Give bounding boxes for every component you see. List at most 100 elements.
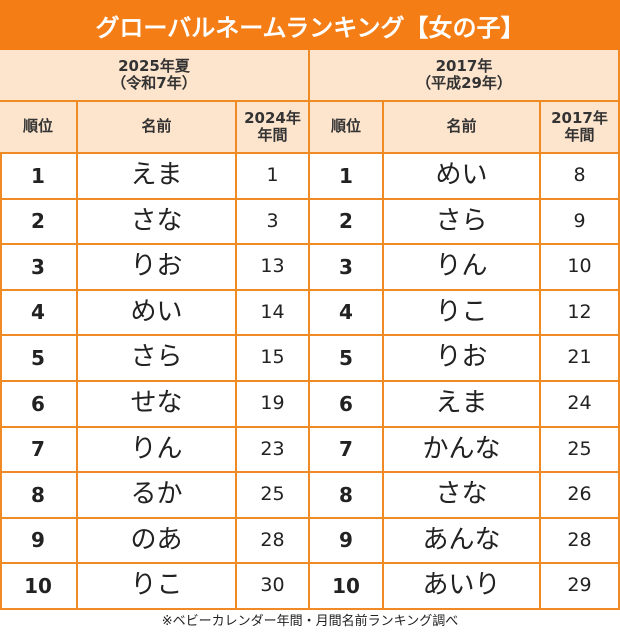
name-cell: せな — [78, 382, 237, 428]
name: りこ — [130, 570, 183, 601]
rank-cell: 8 — [0, 473, 78, 519]
previous-rank-cell: 30 — [237, 564, 310, 610]
column-header-text: 名前 — [446, 117, 477, 136]
rank: 3 — [31, 254, 45, 279]
previous-rank: 28 — [260, 528, 285, 551]
name: さな — [435, 479, 488, 510]
rank-cell: 9 — [310, 519, 384, 564]
previous-rank: 9 — [573, 209, 586, 232]
previous-rank: 3 — [266, 209, 279, 232]
rank-cell: 2 — [310, 200, 384, 245]
previous-rank-cell: 14 — [237, 291, 310, 336]
name: あんな — [422, 524, 501, 555]
rank-cell: 1 — [310, 154, 384, 200]
group-header: 2017年 （平成29年） — [310, 50, 620, 102]
column-header-line: 年間 — [564, 126, 595, 144]
rank-cell: 7 — [310, 428, 384, 473]
column-header-line: 2017年 — [551, 108, 608, 127]
rank: 9 — [339, 528, 353, 552]
previous-rank: 28 — [567, 528, 592, 551]
previous-rank-cell: 24 — [541, 382, 620, 428]
previous-rank-cell: 9 — [541, 200, 620, 245]
name-cell: さら — [384, 200, 541, 245]
previous-rank-cell: 28 — [541, 519, 620, 564]
previous-rank-cell: 13 — [237, 245, 310, 291]
rank: 5 — [31, 345, 45, 370]
name: さら — [130, 342, 183, 373]
column-header-line: 年間 — [257, 126, 288, 144]
name-cell: めい — [384, 154, 541, 200]
name: えま — [130, 160, 183, 191]
previous-rank-cell: 10 — [541, 245, 620, 291]
name: さら — [435, 205, 488, 236]
name-cell: るか — [78, 473, 237, 519]
previous-rank-cell: 12 — [541, 291, 620, 336]
rank-cell: 6 — [310, 382, 384, 428]
column-header-line: 2024年 — [244, 108, 301, 127]
name-cell: かんな — [384, 428, 541, 473]
column-header: 名前 — [384, 102, 541, 154]
previous-rank-cell: 29 — [541, 564, 620, 610]
rank: 4 — [31, 300, 45, 324]
name: さな — [130, 205, 183, 236]
previous-rank-cell: 3 — [237, 200, 310, 245]
rank: 2 — [339, 209, 353, 233]
rank-cell: 7 — [0, 428, 78, 473]
rank-cell: 9 — [0, 519, 78, 564]
name-cell: えま — [78, 154, 237, 200]
group-header-line: （令和7年） — [111, 74, 197, 92]
previous-rank-cell: 8 — [541, 154, 620, 200]
name-cell: えま — [384, 382, 541, 428]
name: せな — [130, 388, 183, 419]
rank-cell: 10 — [310, 564, 384, 610]
previous-rank-cell: 23 — [237, 428, 310, 473]
rank: 2 — [31, 209, 45, 233]
name-cell: さな — [384, 473, 541, 519]
rank: 7 — [31, 437, 45, 461]
previous-rank: 14 — [260, 300, 285, 323]
rank-cell: 4 — [0, 291, 78, 336]
name-cell: あんな — [384, 519, 541, 564]
rank-cell: 6 — [0, 382, 78, 428]
previous-rank: 13 — [260, 255, 285, 278]
previous-rank: 1 — [266, 164, 279, 187]
previous-rank-cell: 1 — [237, 154, 310, 200]
rank: 3 — [339, 254, 353, 279]
previous-rank-cell: 26 — [541, 473, 620, 519]
rank: 10 — [332, 573, 360, 598]
rank-cell: 3 — [310, 245, 384, 291]
group-header-line: （平成29年） — [416, 74, 512, 92]
name-cell: りお — [78, 245, 237, 291]
name-cell: りん — [384, 245, 541, 291]
previous-rank: 12 — [567, 300, 592, 323]
rank: 4 — [339, 300, 353, 324]
column-header: 名前 — [78, 102, 237, 154]
rank: 10 — [24, 573, 52, 598]
column-header: 2024年 年間 — [237, 102, 310, 154]
rank: 8 — [31, 482, 45, 507]
name-cell: りん — [78, 428, 237, 473]
name-cell: りお — [384, 336, 541, 382]
name: かんな — [422, 433, 501, 464]
rank-cell: 5 — [0, 336, 78, 382]
previous-rank-cell: 28 — [237, 519, 310, 564]
name-cell: あいり — [384, 564, 541, 610]
previous-rank-cell: 19 — [237, 382, 310, 428]
previous-rank-cell: 15 — [237, 336, 310, 382]
name: めい — [130, 296, 183, 327]
rank-cell: 4 — [310, 291, 384, 336]
previous-rank: 25 — [260, 483, 285, 506]
rank-cell: 2 — [0, 200, 78, 245]
rank-cell: 8 — [310, 473, 384, 519]
column-header-text: 名前 — [141, 117, 172, 136]
name: るか — [130, 479, 183, 510]
name-cell: めい — [78, 291, 237, 336]
title: グローバルネームランキング【女の子】 — [0, 0, 620, 50]
rank-cell: 10 — [0, 564, 78, 610]
previous-rank: 24 — [567, 392, 592, 415]
previous-rank: 8 — [573, 164, 586, 187]
rank: 5 — [339, 345, 353, 370]
column-header-text: 順位 — [22, 117, 53, 136]
name: あいり — [422, 570, 501, 601]
